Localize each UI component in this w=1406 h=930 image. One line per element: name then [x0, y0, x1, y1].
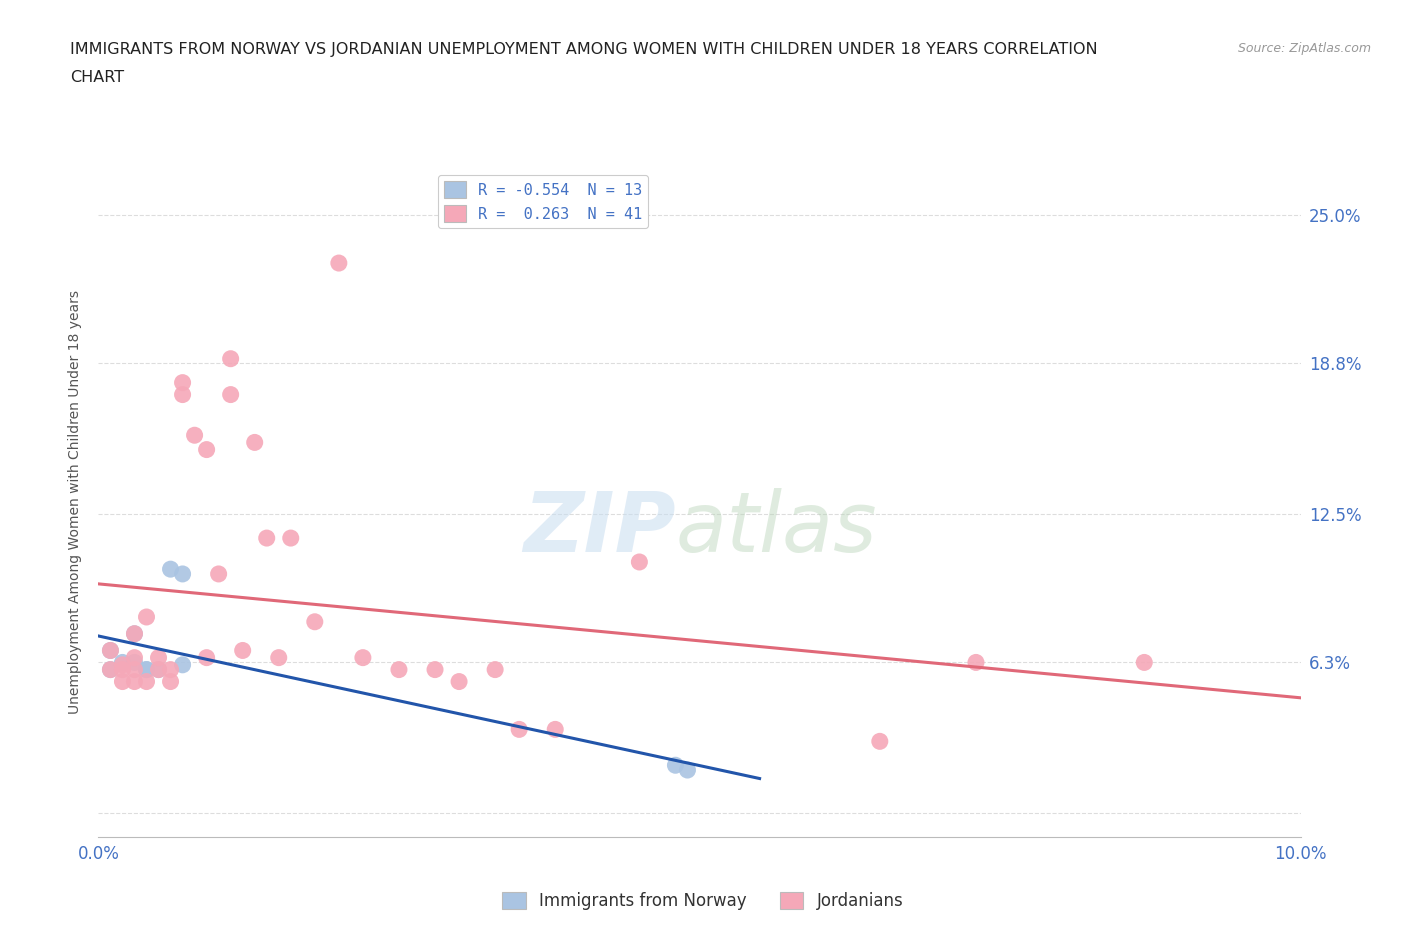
Point	[135, 609, 157, 624]
Y-axis label: Unemployment Among Women with Children Under 18 years: Unemployment Among Women with Children U…	[69, 290, 83, 714]
Point	[148, 662, 170, 677]
Point	[280, 531, 302, 546]
Point	[172, 387, 194, 402]
Point	[172, 658, 194, 672]
Point	[243, 435, 266, 450]
Point	[135, 662, 157, 677]
Text: Source: ZipAtlas.com: Source: ZipAtlas.com	[1237, 42, 1371, 55]
Point	[195, 442, 218, 457]
Point	[124, 650, 146, 665]
Point	[172, 566, 194, 581]
Point	[100, 643, 122, 658]
Point	[172, 375, 194, 390]
Point	[111, 674, 134, 689]
Text: atlas: atlas	[675, 488, 877, 569]
Point	[219, 387, 242, 402]
Point	[124, 626, 146, 641]
Point	[544, 722, 567, 737]
Point	[219, 352, 242, 366]
Legend: R = -0.554  N = 13, R =  0.263  N = 41: R = -0.554 N = 13, R = 0.263 N = 41	[439, 175, 648, 228]
Point	[159, 562, 181, 577]
Point	[664, 758, 686, 773]
Point	[304, 615, 326, 630]
Point	[328, 256, 350, 271]
Point	[111, 658, 134, 672]
Point	[267, 650, 290, 665]
Point	[232, 643, 254, 658]
Point	[183, 428, 205, 443]
Point	[159, 662, 181, 677]
Point	[676, 763, 699, 777]
Point	[423, 662, 446, 677]
Point	[1133, 655, 1156, 670]
Text: ZIP: ZIP	[523, 488, 675, 569]
Point	[148, 662, 170, 677]
Point	[628, 554, 651, 569]
Point	[124, 674, 146, 689]
Point	[124, 655, 146, 670]
Point	[111, 662, 134, 677]
Point	[135, 674, 157, 689]
Point	[388, 662, 411, 677]
Point	[100, 643, 122, 658]
Point	[352, 650, 374, 665]
Point	[965, 655, 987, 670]
Point	[195, 650, 218, 665]
Point	[148, 650, 170, 665]
Text: IMMIGRANTS FROM NORWAY VS JORDANIAN UNEMPLOYMENT AMONG WOMEN WITH CHILDREN UNDER: IMMIGRANTS FROM NORWAY VS JORDANIAN UNEM…	[70, 42, 1098, 57]
Point	[256, 531, 278, 546]
Point	[124, 626, 146, 641]
Point	[124, 662, 146, 677]
Point	[208, 566, 231, 581]
Point	[100, 662, 122, 677]
Point	[111, 655, 134, 670]
Point	[135, 662, 157, 677]
Point	[869, 734, 891, 749]
Point	[159, 674, 181, 689]
Point	[447, 674, 470, 689]
Legend: Immigrants from Norway, Jordanians: Immigrants from Norway, Jordanians	[496, 885, 910, 917]
Text: CHART: CHART	[70, 70, 124, 85]
Point	[484, 662, 506, 677]
Point	[508, 722, 530, 737]
Point	[100, 662, 122, 677]
